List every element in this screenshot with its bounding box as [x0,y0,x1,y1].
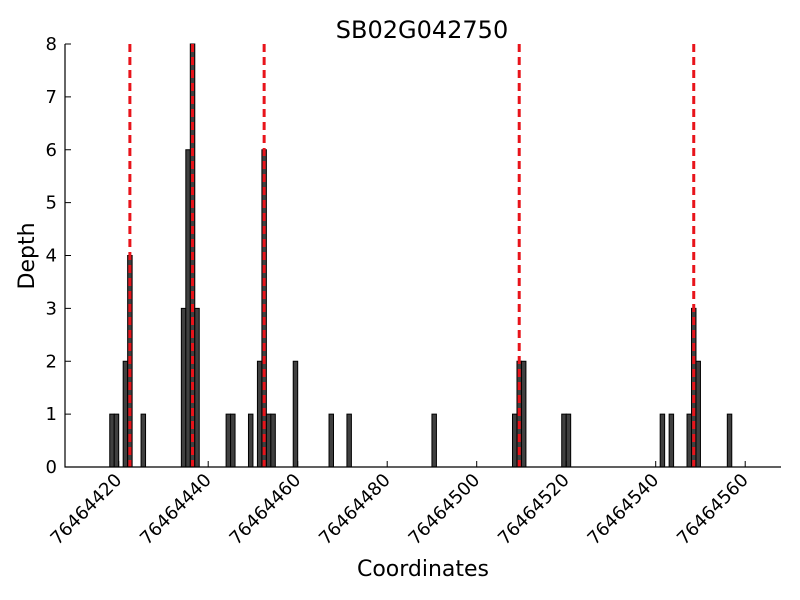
depth-bar [726,413,733,468]
y-tick-label: 4 [46,246,57,267]
depth-bar [225,413,232,468]
y-tick-label: 2 [46,351,57,372]
depth-bar [256,360,263,468]
depth-bar [185,149,191,468]
x-tick-label: 76464480 [315,470,395,550]
y-tick-label: 7 [46,87,57,108]
axes-layer [64,44,781,468]
depth-bar [230,413,236,468]
depth-bar [247,413,254,468]
depth-bar [140,413,147,468]
x-axis-label: Coordinates [357,557,489,582]
axis-lines [64,44,781,468]
depth-bar [328,413,334,468]
depth-bar [431,413,437,468]
depth-bar [194,307,200,468]
x-tick-label: 76464520 [494,470,574,550]
depth-bar [270,413,276,468]
y-tick-label: 5 [46,193,57,214]
depth-bar [565,413,572,468]
depth-bar [520,360,527,468]
depth-bar [512,413,518,468]
depth-bar [113,413,120,468]
bars-layer [109,43,733,468]
depth-bar [659,413,666,468]
depth-bar [668,413,675,468]
depth-bar [346,413,352,468]
x-tick-label: 76464420 [47,470,127,550]
y-tick-label: 0 [46,457,57,478]
x-tick-label: 76464500 [405,470,485,550]
depth-bar [695,360,701,468]
x-ticks-layer: 76464420 76464440 76464460 76464480 76464500… [47,461,753,549]
depth-bar [180,307,187,468]
x-tick-label: 76464540 [584,470,664,550]
y-tick-label: 8 [46,34,57,55]
depth-bar [292,360,299,468]
x-tick-label: 76464560 [673,470,753,550]
x-tick-label: 76464440 [136,470,216,550]
y-tick-label: 3 [46,298,57,319]
x-tick-label: 76464460 [226,470,306,550]
marker-lines-layer [128,44,696,467]
depth-bar [686,413,693,468]
depth-bar [561,413,567,468]
y-tick-label: 1 [46,404,57,425]
y-tick-label: 6 [46,140,57,161]
depth-bar [122,360,129,468]
y-ticks-layer: 0 1 2 3 4 5 6 7 8 [46,34,71,478]
depth-bar [109,413,115,468]
chart-title: SB02G042750 [336,16,508,44]
y-axis-label: Depth [15,222,40,289]
depth-bar [265,413,272,468]
